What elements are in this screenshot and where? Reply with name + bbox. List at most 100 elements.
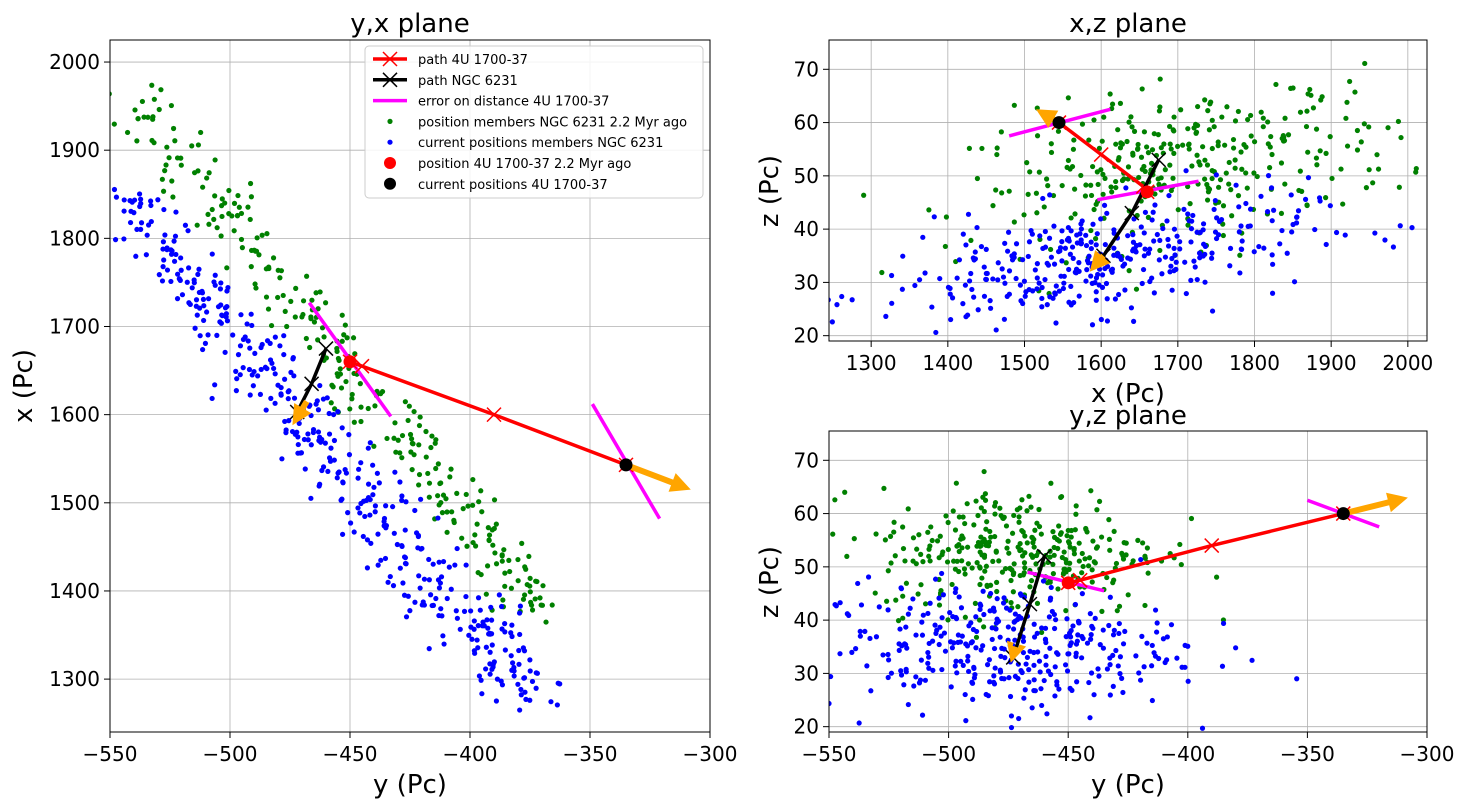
past-member-point: [134, 138, 140, 144]
current-member-point: [1171, 226, 1178, 232]
current-member-point: [1051, 625, 1058, 632]
current-member-point: [209, 395, 215, 402]
current-member-point: [218, 280, 224, 286]
past-member-point: [1115, 157, 1121, 163]
current-member-point: [1042, 276, 1048, 283]
past-member-point: [423, 428, 429, 435]
past-member-point: [1235, 193, 1242, 199]
current-member-point: [1130, 232, 1136, 238]
past-member-point: [1025, 191, 1031, 197]
current-member-point: [315, 429, 322, 435]
current-member-point: [991, 608, 997, 614]
current-member-point: [346, 452, 353, 458]
past-member-point: [231, 200, 238, 207]
current-member-point: [1107, 692, 1113, 698]
current-member-point: [461, 608, 468, 614]
current-member-point: [533, 685, 539, 691]
current-member-point: [1084, 258, 1091, 264]
current-member-point: [1166, 192, 1172, 199]
past-member-point: [166, 155, 172, 161]
current-member-point: [931, 214, 937, 220]
current-member-point: [515, 681, 521, 687]
current-member-point: [1059, 228, 1065, 234]
current-member-point: [1088, 670, 1095, 676]
current-member-point: [1068, 302, 1074, 308]
current-member-point: [111, 186, 118, 193]
current-member-point: [1279, 227, 1285, 234]
past-member-point: [1220, 232, 1226, 239]
past-member-point: [1076, 558, 1082, 564]
past-member-point: [1022, 565, 1028, 571]
current-member-point: [483, 644, 489, 650]
past-member-point: [209, 206, 215, 213]
current-member-point: [1165, 243, 1172, 249]
current-member-point: [1149, 663, 1155, 669]
legend-label: path 4U 1700-37: [418, 53, 528, 68]
past-member-point: [1168, 187, 1174, 194]
past-member-point: [344, 335, 350, 341]
past-member-point: [537, 595, 543, 601]
past-member-point: [1066, 566, 1072, 572]
current-member-point: [1115, 250, 1121, 257]
current-member-point: [968, 270, 974, 277]
current-member-point: [412, 507, 418, 514]
past-member-point: [139, 98, 146, 105]
current-member-point: [420, 599, 426, 605]
past-member-point: [973, 498, 979, 504]
past-member-point: [313, 290, 319, 296]
past-member-point: [465, 503, 471, 509]
past-member-point: [1044, 580, 1051, 586]
current-member-point: [1239, 238, 1245, 244]
current-member-point: [509, 660, 516, 666]
past-member-point: [1106, 517, 1112, 523]
current-member-point: [1073, 641, 1080, 647]
current-member-point: [1088, 636, 1094, 642]
past-member-point: [1145, 214, 1151, 220]
current-member-point: [823, 679, 828, 684]
past-member-point: [972, 600, 978, 606]
current-member-point: [305, 437, 311, 443]
current-member-point: [238, 312, 244, 318]
current-member-point: [984, 662, 991, 668]
current-member-point: [1294, 214, 1300, 220]
current-member-point: [390, 504, 396, 510]
past-member-point: [1033, 190, 1040, 196]
current-member-point: [191, 280, 197, 286]
current-member-point: [945, 284, 952, 290]
current-member-point: [247, 345, 253, 351]
past-member-point: [282, 308, 288, 315]
current-member-point: [889, 272, 895, 279]
past-member-point: [1120, 553, 1126, 559]
past-member-point: [1011, 512, 1017, 519]
current-member-point: [267, 340, 273, 346]
current-member-point: [829, 700, 832, 707]
current-member-point: [168, 251, 175, 257]
current-member-point: [1209, 255, 1215, 261]
current-member-point: [138, 220, 145, 226]
current-member-point: [250, 383, 256, 389]
current-member-point: [939, 666, 945, 673]
current-member-point: [933, 329, 939, 336]
past-member-point: [1125, 592, 1131, 598]
past-member-point: [238, 210, 245, 217]
current-member-point: [182, 222, 189, 228]
panel-xz-plane: x,z plane 1300 1400 1500 1600 1700 1800 1900 20…: [755, 9, 1433, 409]
current-member-point: [987, 679, 993, 685]
past-member-point: [1057, 531, 1064, 537]
current-member-point: [857, 633, 863, 639]
past-member-point: [1121, 176, 1127, 182]
past-member-point: [170, 125, 177, 132]
y-tick-label: 20: [794, 324, 819, 348]
current-member-point: [375, 531, 381, 537]
past-member-point: [943, 513, 949, 519]
current-member-point: [1173, 259, 1179, 265]
current-member-point: [399, 493, 405, 499]
current-member-point: [499, 626, 505, 632]
current-member-point: [397, 565, 403, 571]
current-member-point: [509, 622, 515, 628]
past-member-point: [964, 501, 970, 507]
x-axis-label: y (Pc): [1091, 770, 1165, 800]
past-member-point: [1004, 545, 1010, 551]
current-member-point: [1160, 225, 1166, 232]
past-member-point: [1124, 138, 1130, 145]
